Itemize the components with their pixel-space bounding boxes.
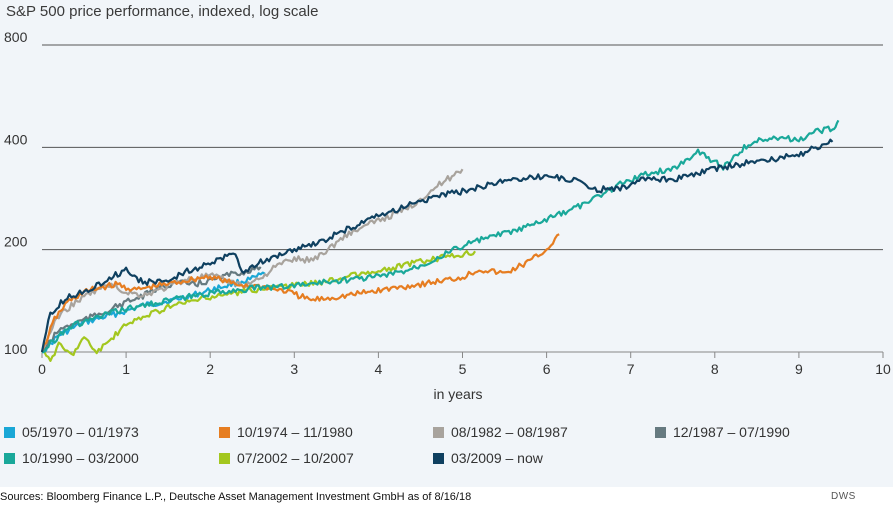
- legend-item-2009: 03/2009 – now: [433, 450, 543, 466]
- legend-swatch-1987: [655, 426, 666, 438]
- y-tick-label-800: 800: [4, 29, 28, 45]
- legend-swatch-1970: [4, 426, 15, 438]
- legend-item-1970: 05/1970 – 01/1973: [4, 424, 139, 440]
- legend-item-1974: 10/1974 – 11/1980: [219, 424, 353, 440]
- x-axis-title: in years: [433, 386, 482, 402]
- legend-swatch-2009: [433, 452, 444, 464]
- series-line-5: [41, 250, 477, 362]
- legend-label-1987: 12/1987 – 07/1990: [673, 424, 790, 440]
- x-tick-label-4: 4: [375, 361, 383, 377]
- series-line-1: [40, 233, 560, 353]
- legend-item-1987: 12/1987 – 07/1990: [655, 424, 790, 440]
- legend-item-1982: 08/1982 – 08/1987: [433, 424, 568, 440]
- legend-item-2002: 07/2002 – 10/2007: [219, 450, 354, 466]
- legend-swatch-1974: [219, 426, 230, 438]
- dws-logo: DWS: [831, 491, 856, 502]
- legend-item-1990: 10/1990 – 03/2000: [4, 450, 139, 466]
- legend-label-1982: 08/1982 – 08/1987: [451, 424, 568, 440]
- x-tick-label-0: 0: [38, 361, 46, 377]
- series-line-6: [40, 138, 834, 353]
- chart-title: S&P 500 price performance, indexed, log …: [6, 3, 319, 20]
- y-tick-label-200: 200: [4, 234, 28, 250]
- legend-label-1974: 10/1974 – 11/1980: [237, 424, 353, 440]
- x-tick-label-1: 1: [122, 361, 130, 377]
- legend-label-1970: 05/1970 – 01/1973: [22, 424, 139, 440]
- legend-label-2009: 03/2009 – now: [451, 450, 543, 466]
- legend-label-1990: 10/1990 – 03/2000: [22, 450, 139, 466]
- legend-label-2002: 07/2002 – 10/2007: [237, 450, 354, 466]
- chart-panel: S&P 500 price performance, indexed, log …: [0, 0, 893, 487]
- x-tick-label-8: 8: [711, 361, 719, 377]
- series-line-2: [40, 168, 464, 353]
- x-tick-label-2: 2: [206, 361, 214, 377]
- series-line-4: [42, 119, 840, 354]
- y-tick-label-400: 400: [4, 131, 28, 147]
- x-tick-label-7: 7: [627, 361, 635, 377]
- x-tick-label-3: 3: [290, 361, 298, 377]
- x-tick-label-5: 5: [459, 361, 467, 377]
- legend-swatch-1982: [433, 426, 444, 438]
- chart-plot: 100 200 400 800 0 1 2 3 4 5 6 7 8 9 10 in years: [4, 29, 891, 402]
- x-tick-label-6: 6: [543, 361, 551, 377]
- x-tick-label-10: 10: [875, 361, 891, 377]
- legend-swatch-1990: [4, 452, 15, 464]
- x-tick-label-9: 9: [795, 361, 803, 377]
- legend: 05/1970 – 01/1973 10/1974 – 11/1980 08/1…: [0, 418, 893, 474]
- source-note: Sources: Bloomberg Finance L.P., Deutsch…: [0, 491, 472, 503]
- series-line-3: [41, 264, 262, 353]
- y-tick-label-100: 100: [4, 341, 28, 357]
- legend-swatch-2002: [219, 452, 230, 464]
